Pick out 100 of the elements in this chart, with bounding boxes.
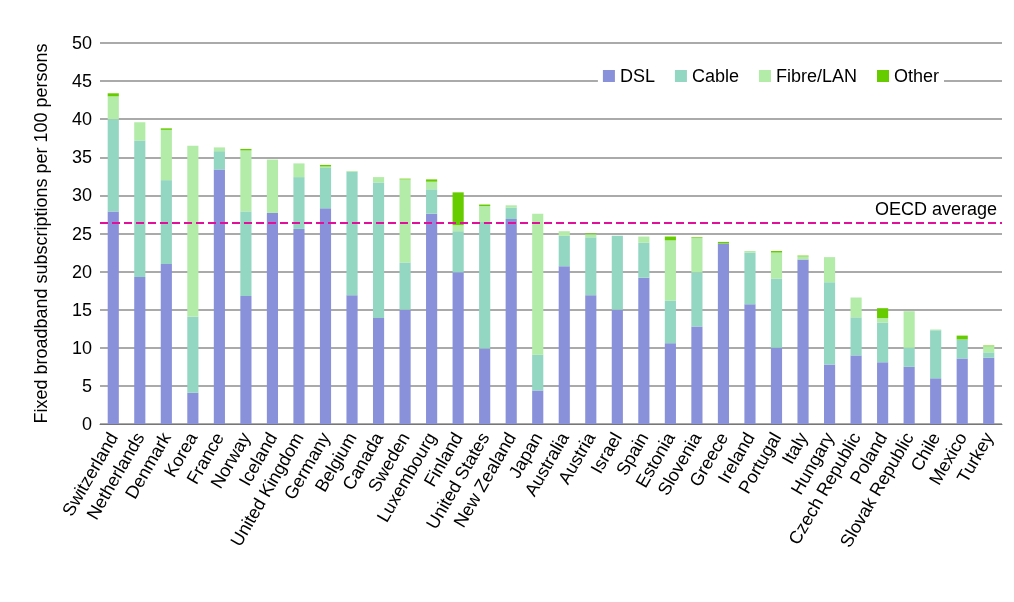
y-tick-label: 20	[71, 261, 92, 282]
bar	[691, 238, 703, 273]
bar	[426, 213, 438, 424]
legend-label: Other	[893, 66, 940, 86]
bar	[134, 276, 146, 424]
y-tick-label: 30	[71, 185, 92, 206]
bar	[877, 322, 889, 363]
bar	[664, 343, 676, 424]
bar	[983, 346, 995, 353]
bar	[585, 237, 597, 296]
bar	[638, 242, 650, 278]
bar	[107, 93, 119, 97]
bar	[399, 309, 411, 424]
bar	[107, 211, 119, 424]
bar	[240, 150, 252, 212]
bar	[213, 169, 225, 424]
bar	[532, 213, 544, 355]
bar	[452, 225, 464, 232]
bar	[532, 354, 544, 391]
bar	[134, 140, 146, 277]
bar	[877, 318, 889, 323]
bar	[638, 236, 650, 243]
legend-label: Fibre/LAN	[775, 66, 857, 86]
legend-label: Cable	[691, 66, 739, 86]
bar	[134, 122, 146, 141]
bar	[160, 180, 172, 264]
bar	[585, 295, 597, 424]
bar	[877, 362, 889, 424]
bar	[664, 240, 676, 301]
bar	[293, 163, 305, 178]
bar	[346, 295, 358, 424]
bar	[956, 339, 968, 359]
bar	[426, 181, 438, 190]
bar	[744, 304, 756, 424]
bar	[930, 378, 942, 424]
bar	[691, 272, 703, 327]
bar	[823, 282, 836, 365]
bar	[983, 352, 995, 358]
bar	[930, 330, 942, 379]
bar	[770, 252, 783, 279]
bar	[319, 167, 332, 209]
bar	[479, 206, 491, 223]
bar	[850, 355, 862, 424]
bar	[266, 159, 279, 213]
bar	[319, 208, 332, 424]
bar	[187, 316, 199, 393]
bar	[770, 347, 783, 424]
bar	[240, 295, 252, 424]
ref-line-label: OECD average	[874, 198, 997, 219]
bar	[877, 308, 889, 319]
y-tick-label: 35	[71, 147, 92, 168]
bar	[903, 347, 915, 367]
bar	[399, 179, 411, 263]
bar	[611, 235, 623, 310]
bar	[426, 179, 438, 182]
y-tick-label: 10	[71, 337, 92, 358]
bar	[823, 257, 836, 283]
bar	[452, 272, 464, 424]
bar	[293, 228, 305, 424]
bar	[983, 357, 995, 424]
bar	[691, 326, 703, 424]
y-tick-label: 5	[81, 375, 92, 396]
bar	[107, 119, 119, 212]
bar	[213, 147, 225, 152]
y-tick-label: 50	[71, 33, 92, 53]
bar	[558, 235, 570, 267]
bar	[107, 96, 119, 120]
bar	[611, 309, 623, 424]
bar	[426, 189, 438, 214]
y-tick-label: 15	[71, 299, 92, 320]
bar	[903, 311, 915, 348]
bar	[479, 348, 491, 424]
bar	[372, 182, 385, 319]
bar	[532, 390, 544, 424]
bar	[850, 317, 862, 356]
bar	[160, 129, 172, 181]
bar	[558, 231, 570, 236]
y-tick-label: 25	[71, 223, 92, 244]
bar	[505, 205, 517, 208]
bar	[293, 177, 305, 229]
bar	[717, 243, 730, 424]
y-axis-title: Fixed broadband subscriptions per 100 persons	[31, 43, 51, 424]
bar	[744, 252, 756, 305]
bar	[187, 392, 199, 424]
y-tick-label: 0	[81, 414, 92, 434]
bar	[903, 366, 915, 424]
bar	[558, 266, 570, 424]
bar	[372, 177, 385, 183]
bar	[399, 262, 411, 310]
bar	[160, 263, 172, 424]
y-tick-label: 45	[71, 71, 92, 92]
bar	[240, 211, 252, 296]
bar	[770, 278, 783, 348]
bar	[187, 145, 199, 317]
bar	[956, 358, 968, 424]
bar	[638, 277, 650, 424]
bar	[664, 300, 676, 344]
bar	[797, 259, 809, 424]
bar	[850, 297, 862, 318]
bar	[505, 207, 517, 220]
